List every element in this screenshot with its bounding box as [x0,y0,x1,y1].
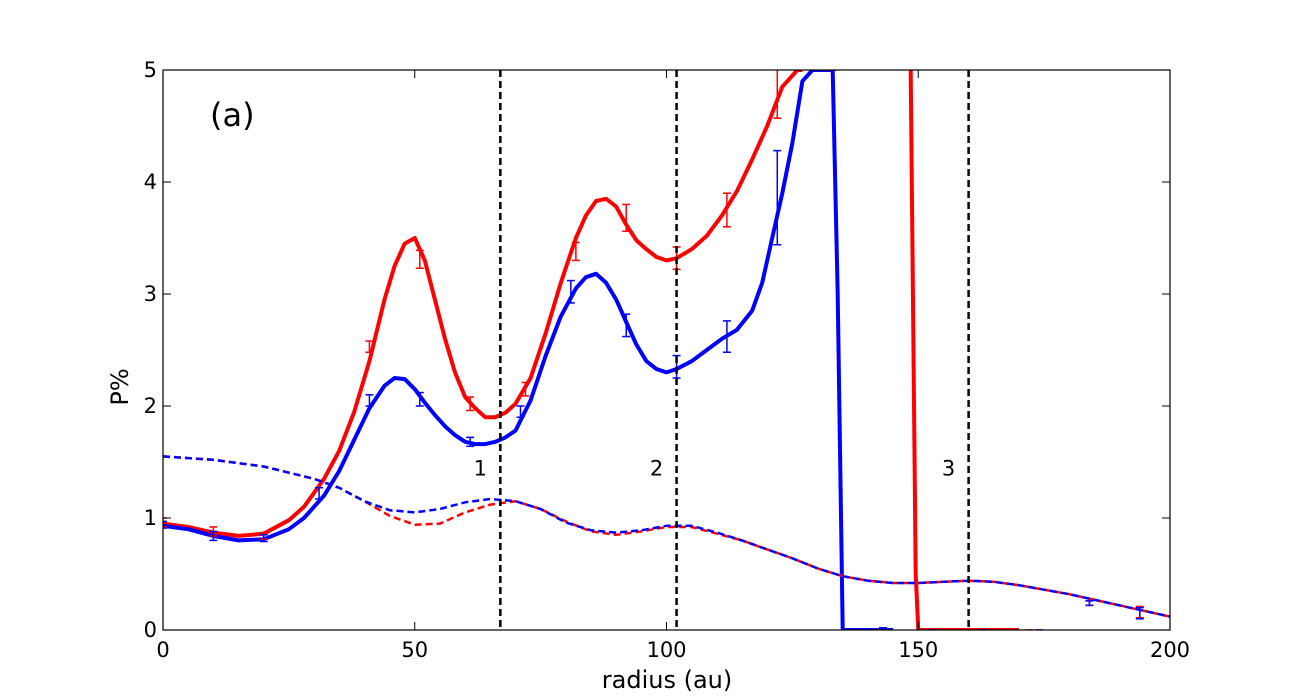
y-tick-label-4: 4 [144,170,157,194]
errorbar-1-2 [259,534,268,543]
errorbar-1-3 [315,487,324,500]
x-tick-label-0: 0 [156,638,169,662]
plot-frame [162,69,1171,631]
plot-area: 1 2 3 0 50 100 150 200 0 1 2 3 4 5 [144,58,1190,662]
errorbar-0-11 [773,70,782,119]
errorbar-1-1 [209,530,218,542]
errorbar-1-7 [516,405,525,418]
errorbar-1-0 [163,520,167,529]
panel-label: (a) [210,96,255,134]
series-line-2 [163,70,894,630]
y-tick-label-0: 0 [144,618,157,642]
x-tick-label-150: 150 [898,638,938,662]
errorbar-1-5 [415,391,424,407]
series-line-4 [163,455,1170,618]
data-layer [163,70,1170,630]
errorbar-1-19 [1135,606,1144,620]
y-tick-label-5: 5 [144,58,157,82]
errorbar-1-12 [773,149,782,246]
x-tick-label-50: 50 [401,638,428,662]
errorbar-1-9 [622,313,631,338]
x-tick-label-100: 100 [646,638,686,662]
y-tick-label-2: 2 [144,394,157,418]
errorbar-0-10 [722,192,731,228]
x-axis-title: radius (au) [602,666,732,694]
reference-line-label-2: 2 [650,457,663,481]
y-axis-title: P% [106,368,134,405]
series-line-1 [908,70,1019,630]
reference-line-label-3: 3 [942,457,955,481]
errorbar-0-6 [521,381,530,397]
errorbar-1-11 [722,320,731,353]
errorbar-1-4 [365,394,374,407]
errorbar-1-18 [1085,600,1094,607]
errorbar-0-8 [622,203,631,233]
series-line-3 [163,455,1170,618]
errorbar-0-4 [415,249,424,269]
series-line-0 [163,70,803,538]
errorbar-0-14 [924,628,933,630]
errorbar-1-8 [566,279,575,304]
errorbar-0-7 [571,241,580,262]
reference-line-label-1: 1 [474,457,487,481]
x-tick-label-200: 200 [1150,638,1190,662]
errorbar-0-5 [466,396,475,412]
errorbar-1-6 [466,436,475,448]
y-tick-label-1: 1 [144,506,157,530]
errorbar-0-15 [974,628,983,630]
y-tick-label-3: 3 [144,282,157,306]
errorbar-0-3 [365,340,374,353]
